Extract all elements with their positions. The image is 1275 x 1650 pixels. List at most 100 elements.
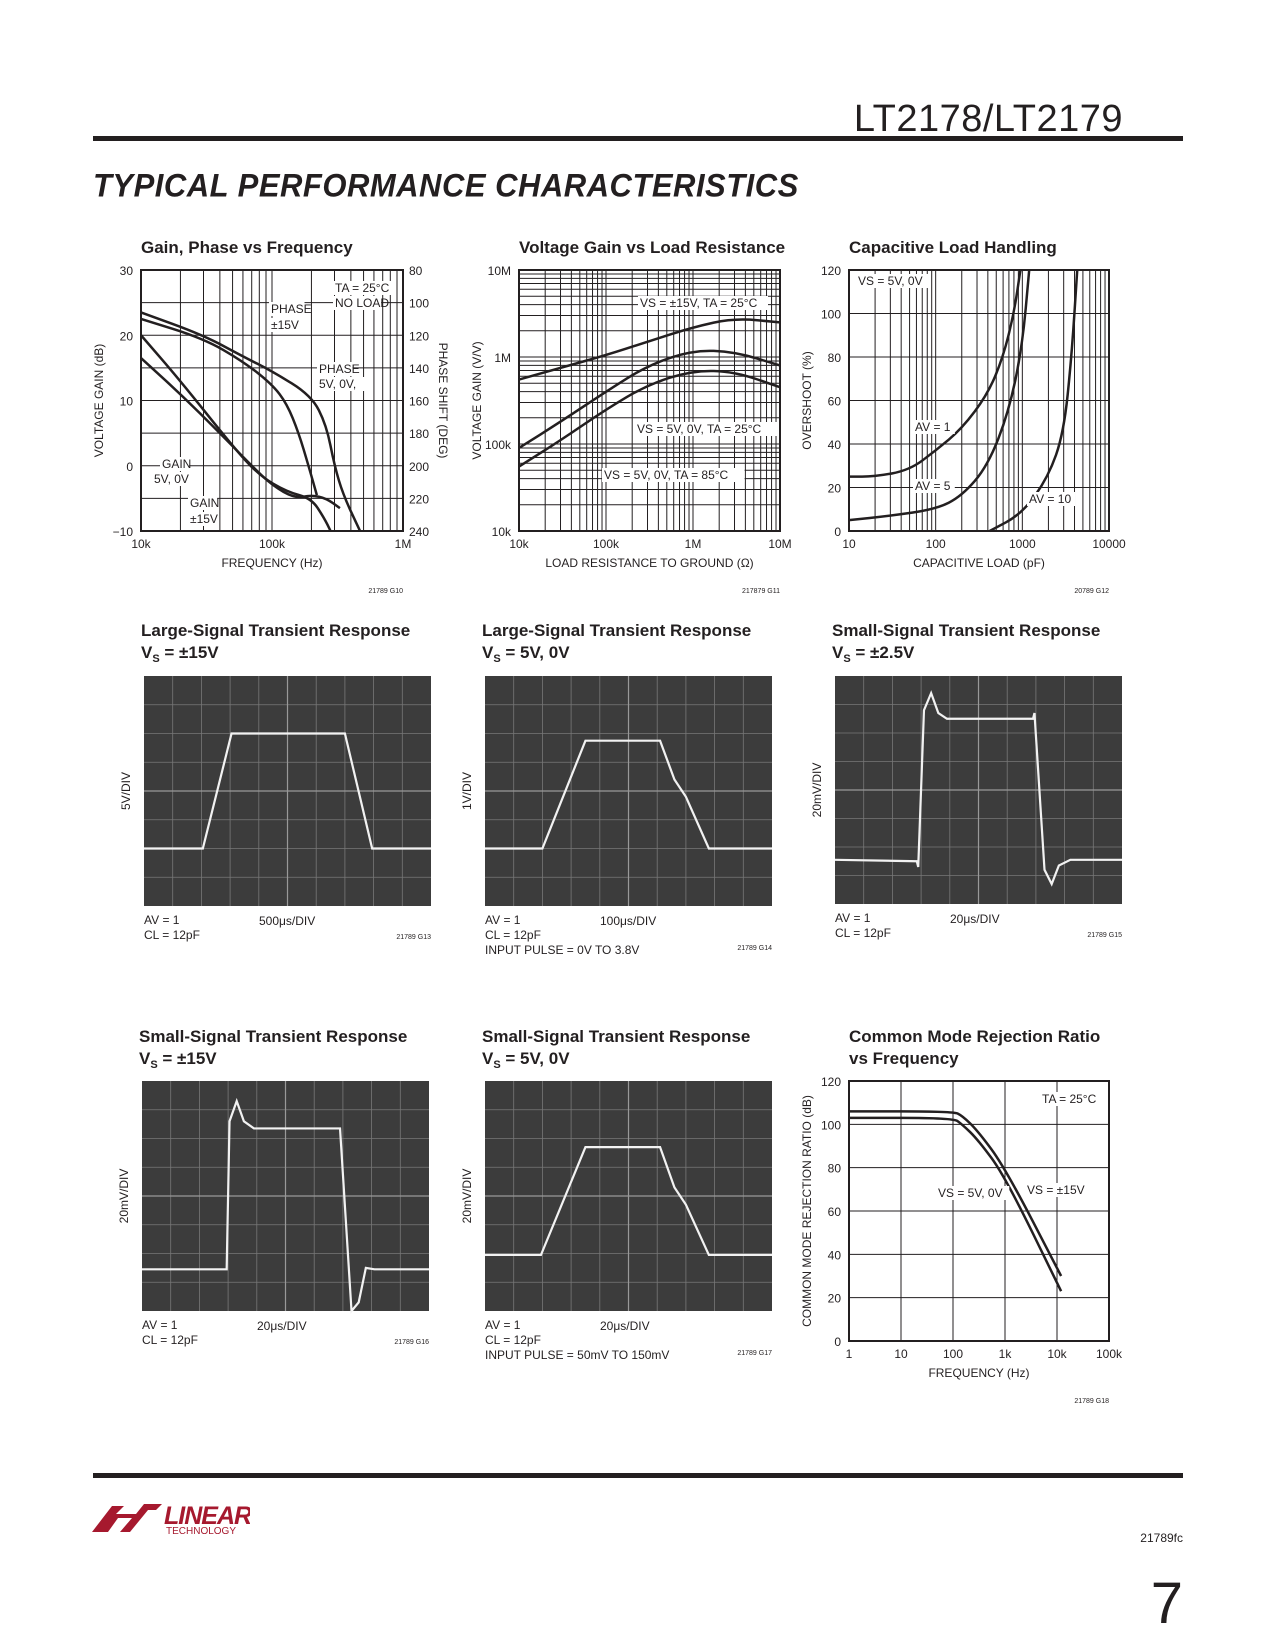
figure-number: 21789 G13 [396,934,431,941]
figure-number: 20789 G12 [1074,588,1109,595]
gain-label: AV = 1 [835,911,871,925]
time-per-div-label: 20μs/DIV [950,912,1000,926]
document-number: 21789fc [1140,1531,1183,1545]
x-axis-label: FREQUENCY (Hz) [221,556,322,570]
y-tick-label: 120 [821,264,841,278]
figure-number: 21789 G16 [394,1339,429,1346]
time-per-div-label: 100μs/DIV [600,914,656,928]
y2-tick-label: 140 [409,362,429,376]
annotation-backdrop [333,281,394,295]
y2-tick-label: 100 [409,297,429,311]
annotation-label: PHASE [319,362,360,376]
scope-supply: VS = ±2.5V [832,643,915,665]
y-tick-label: 10M [488,264,511,278]
scope-title: Small-Signal Transient Response [482,1027,750,1046]
annotation-backdrop [1025,1183,1086,1197]
annotation-backdrop [1027,492,1076,506]
annotation-label: ±15V [271,318,299,332]
annotation-label: 5V, 0V [154,472,189,486]
figure-number: 21789 G10 [368,588,403,595]
x-tick-label: 100k [259,537,286,551]
y-tick-label: 120 [821,1075,841,1089]
x-tick-label: 10k [131,537,151,551]
y-tick-label: 30 [120,264,134,278]
series-curve [989,269,1079,533]
annotation-backdrop [913,479,955,493]
y-axis-label: VOLTAGE GAIN (V/V) [470,341,484,459]
gain-label: AV = 1 [485,1318,521,1332]
input-pulse-label: INPUT PULSE = 0V TO 3.8V [485,943,639,957]
load-label: CL = 12pF [835,926,891,940]
y-tick-label: 10 [120,395,134,409]
annotation-label: VS = 5V, 0V, TA = 25°C [637,422,762,436]
y-axis-label: VOLTAGE GAIN (dB) [92,344,106,458]
x-tick-label: 10k [509,537,529,551]
y-tick-label: 10k [492,525,512,539]
x-tick-label: 1 [846,1347,853,1361]
input-pulse-label: INPUT PULSE = 50mV TO 150mV [485,1348,669,1362]
series-curve [518,349,781,450]
subscript: S [843,653,850,665]
x-axis-label: CAPACITIVE LOAD (pF) [913,556,1045,570]
y-tick-label: 60 [828,1205,842,1219]
y2-tick-label: 180 [409,427,429,441]
annotation-label: TA = 25°C [1042,1092,1097,1106]
annotation-backdrop [160,457,190,471]
scope-trace [144,732,431,850]
annotation-backdrop [936,1186,1010,1200]
time-per-div-label: 500μs/DIV [259,914,315,928]
annotation-backdrop [317,377,366,391]
volts-per-div-label: 5V/DIV [119,772,133,810]
x-tick-label: 100k [1096,1347,1123,1361]
x-tick-label: 100k [593,537,620,551]
annotation-backdrop [913,420,955,434]
gain-label: AV = 1 [142,1318,178,1332]
series-curve [848,269,1031,522]
chart-title: Gain, Phase vs Frequency [141,238,353,257]
footer-rule [93,1473,1183,1478]
load-label: CL = 12pF [485,928,541,942]
y-tick-label: 0 [126,460,133,474]
scope-supply: VS = ±15V [141,643,219,665]
part-number: LT2178/LT2179 [853,98,1123,140]
load-label: CL = 12pF [142,1333,198,1347]
series-curve [518,369,781,468]
chart-title: Voltage Gain vs Load Resistance [519,238,785,257]
supply-value: = 5V, 0V [501,643,571,662]
y2-axis-label: PHASE SHIFT (DEG) [436,343,450,459]
x-tick-label: 1M [395,537,412,551]
annotation-backdrop [152,472,194,486]
gain-label: AV = 1 [485,913,521,927]
annotation-label: GAIN [162,457,191,471]
x-axis-label: LOAD RESISTANCE TO GROUND (Ω) [545,556,753,570]
y-tick-label: 100 [821,1118,841,1132]
volts-per-div-label: 1V/DIV [460,772,474,810]
annotation-label: VS = ±15V, TA = 25°C [640,296,758,310]
annotation-backdrop [1040,1092,1101,1106]
annotation-backdrop [188,496,218,510]
annotation-backdrop [602,468,745,482]
x-tick-label: 10 [894,1347,908,1361]
annotation-backdrop [269,302,305,316]
chart-title-line2: vs Frequency [849,1049,959,1068]
scope-trace [485,739,772,850]
scope-supply: VS = 5V, 0V [482,643,570,665]
annotation-backdrop [188,512,218,526]
subscript: S [150,1059,157,1071]
chart-title: Common Mode Rejection Ratio [849,1027,1100,1046]
subscript: S [152,653,159,665]
y-tick-label: 60 [828,395,842,409]
x-tick-label: 10000 [1092,537,1126,551]
annotation-label: VS = 5V, 0V, TA = 85°C [604,468,729,482]
plot-frame [140,269,404,532]
linear-technology-logo: LINEAR TECHNOLOGY [92,1502,250,1536]
series-curve [849,1110,1063,1277]
series-curve [849,269,1022,478]
supply-value: = ±15V [158,1049,218,1068]
y-axis-label: OVERSHOOT (%) [800,351,814,449]
y2-tick-label: 220 [409,492,429,506]
series-curve [140,317,319,496]
scope-supply: VS = ±15V [139,1049,217,1071]
subscript: S [493,653,500,665]
plot-frame [518,269,781,532]
